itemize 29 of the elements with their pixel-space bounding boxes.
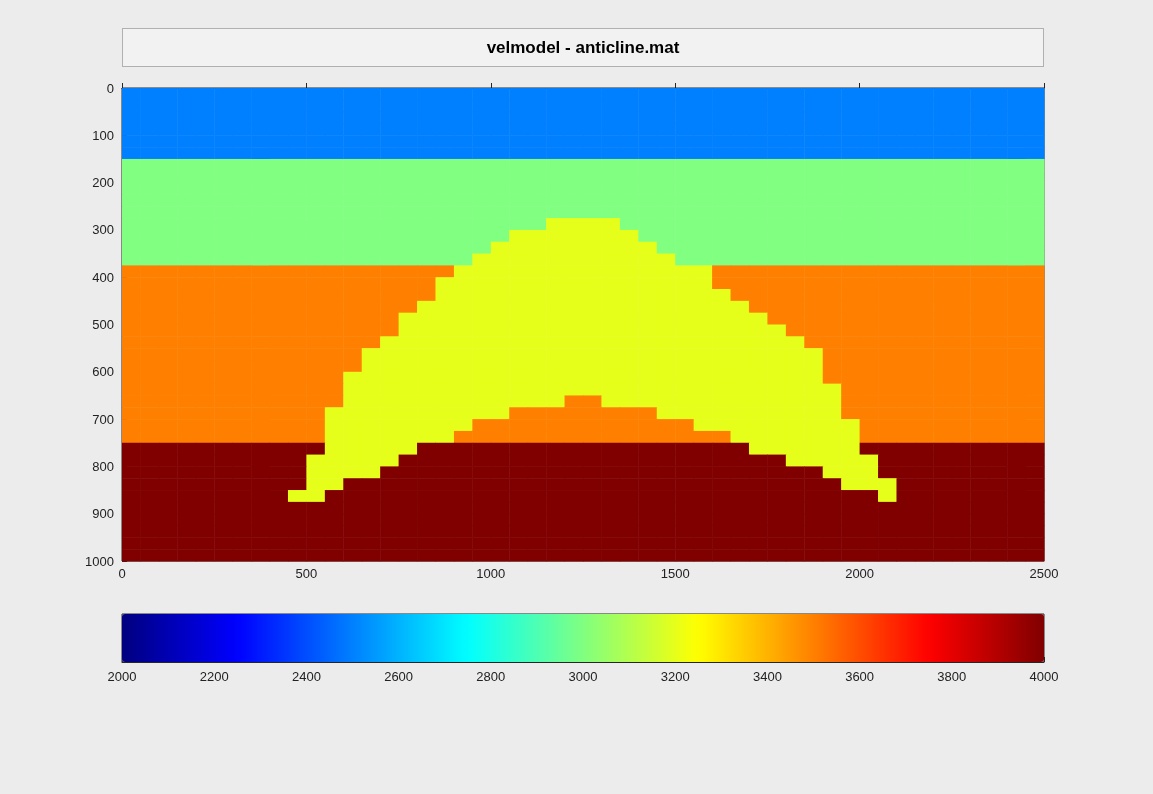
y-tick-label: 700 [92, 411, 114, 427]
y-tick-label: 800 [92, 458, 114, 474]
y-tick-label: 100 [92, 127, 114, 143]
y-tick-label: 600 [92, 364, 114, 380]
color-bar-label: 2800 [476, 669, 506, 684]
y-tick-label: 500 [92, 317, 114, 332]
color-bar-label: 3000 [568, 669, 598, 684]
y-tick-label: 400 [92, 269, 114, 285]
color-bar-label: 2400 [291, 669, 321, 684]
y-tick-label: 1000 [85, 553, 114, 569]
color-bar-label: 3600 [845, 669, 875, 684]
y-tick-label: 300 [92, 222, 114, 238]
color-bar-label: 4000 [1029, 669, 1059, 684]
color-bar-label: 2600 [384, 669, 414, 684]
y-tick-label: 200 [92, 175, 114, 191]
color-bar-label: 3400 [752, 669, 782, 684]
color-bar-label: 2000 [107, 669, 137, 684]
color-bar-label: 2200 [199, 669, 229, 684]
x-tick-label: 0 [118, 566, 126, 581]
y-tick-label: 0 [106, 80, 114, 96]
x-tick-label: 2500 [1029, 566, 1059, 581]
color-bar-label: 3200 [660, 669, 690, 684]
x-tick-label: 500 [295, 566, 318, 581]
y-tick-label: 900 [92, 506, 114, 522]
x-tick-label: 2000 [845, 566, 875, 581]
x-tick-label: 1000 [476, 566, 506, 581]
color-bar-label: 3800 [937, 669, 967, 684]
chart-title: velmodel - anticline.mat [122, 28, 1044, 67]
x-tick-label: 1500 [660, 566, 690, 581]
